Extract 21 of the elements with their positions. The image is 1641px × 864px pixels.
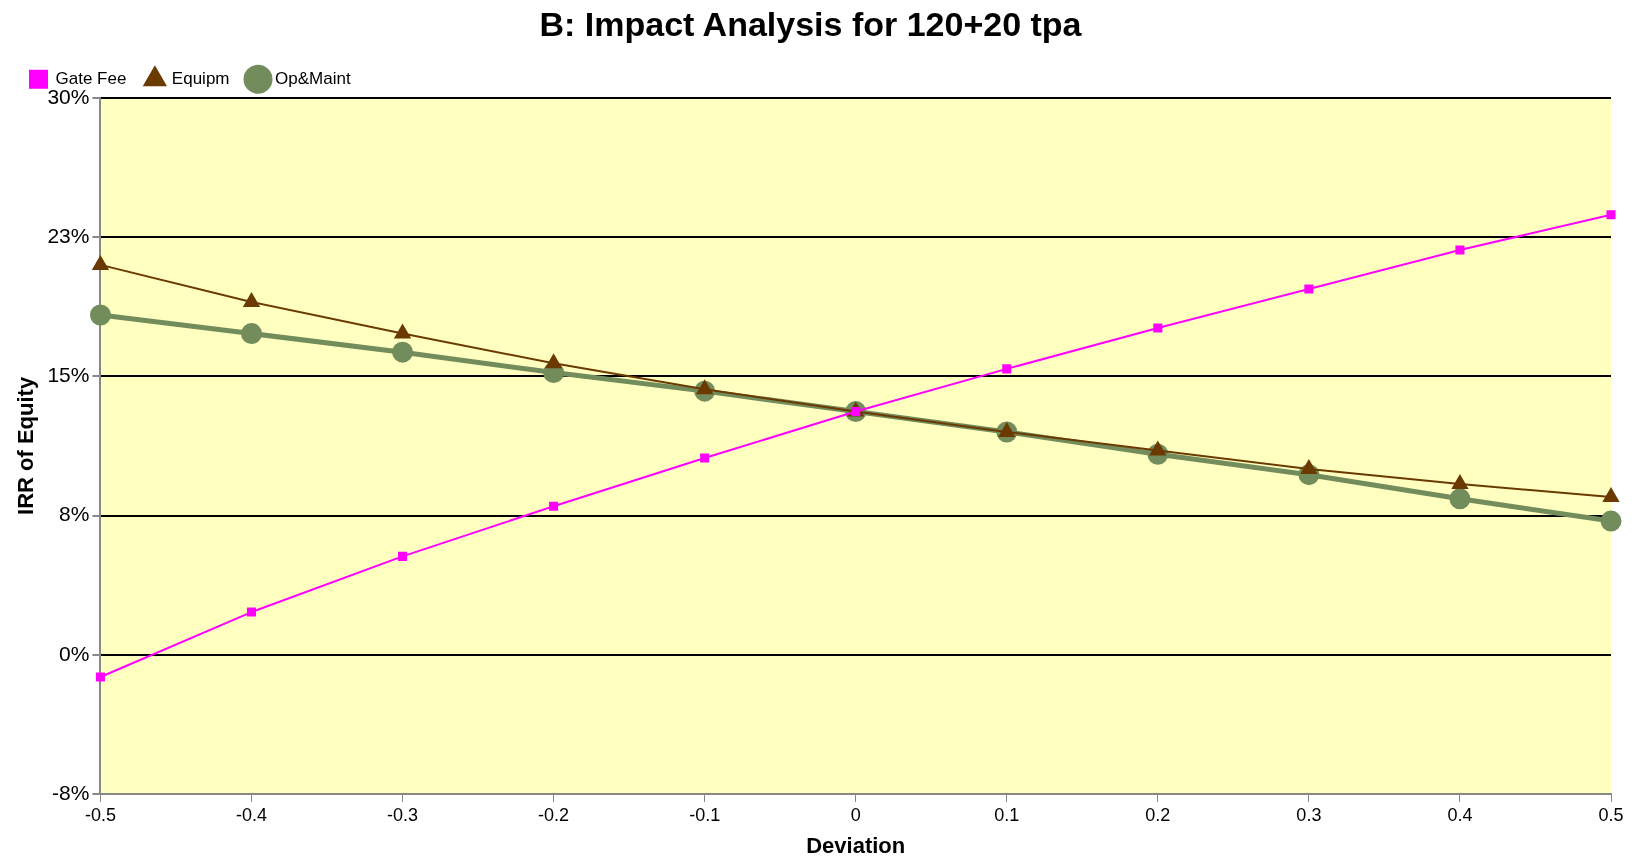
x-tick-label: 0.1 [994, 804, 1020, 825]
x-tick-label: -0.4 [235, 804, 267, 825]
legend-label: Equipm [171, 68, 230, 88]
x-tick-label: -0.3 [387, 804, 419, 825]
y-tick-label: -8% [52, 780, 90, 804]
y-tick-label: 15% [47, 363, 90, 387]
y-axis-title: IRR of Equity [13, 376, 39, 515]
y-tick-label: 23% [47, 223, 90, 247]
x-tick-label: 0.4 [1447, 804, 1473, 825]
x-tick-label: 0 [850, 804, 861, 825]
x-axis-title: Deviation [806, 832, 906, 858]
x-tick-label: -0.2 [538, 804, 570, 825]
chart-title: B: Impact Analysis for 120+20 tpa [539, 4, 1083, 43]
y-tick-label: 0% [59, 641, 90, 665]
x-tick-label: 0.3 [1296, 804, 1322, 825]
x-tick-label: -0.1 [689, 804, 721, 825]
x-tick-label: 0.2 [1145, 804, 1171, 825]
y-tick-label: 8% [59, 502, 90, 526]
x-tick-label: 0.5 [1598, 804, 1624, 825]
legend-label: Op&Maint [275, 68, 351, 88]
x-tick-label: -0.5 [84, 804, 116, 825]
